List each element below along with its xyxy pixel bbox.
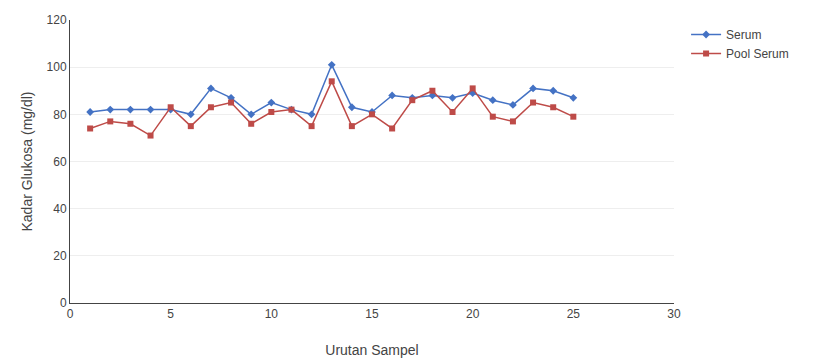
svg-text:Serum: Serum [726, 28, 761, 42]
svg-text:15: 15 [365, 307, 379, 321]
svg-text:0: 0 [67, 307, 74, 321]
svg-text:100: 100 [47, 60, 67, 74]
svg-text:Kadar Glukosa (mg/dl): Kadar Glukosa (mg/dl) [19, 91, 35, 231]
svg-text:30: 30 [667, 307, 681, 321]
svg-text:60: 60 [53, 155, 67, 169]
svg-text:20: 20 [53, 249, 67, 263]
svg-text:20: 20 [466, 307, 480, 321]
svg-text:0: 0 [60, 296, 67, 310]
svg-text:80: 80 [53, 108, 67, 122]
svg-text:10: 10 [265, 307, 279, 321]
svg-text:40: 40 [53, 202, 67, 216]
svg-text:120: 120 [47, 13, 67, 27]
svg-text:25: 25 [567, 307, 581, 321]
svg-text:Pool Serum: Pool Serum [726, 47, 789, 61]
svg-text:5: 5 [167, 307, 174, 321]
svg-text:Urutan Sampel: Urutan Sampel [325, 342, 418, 358]
